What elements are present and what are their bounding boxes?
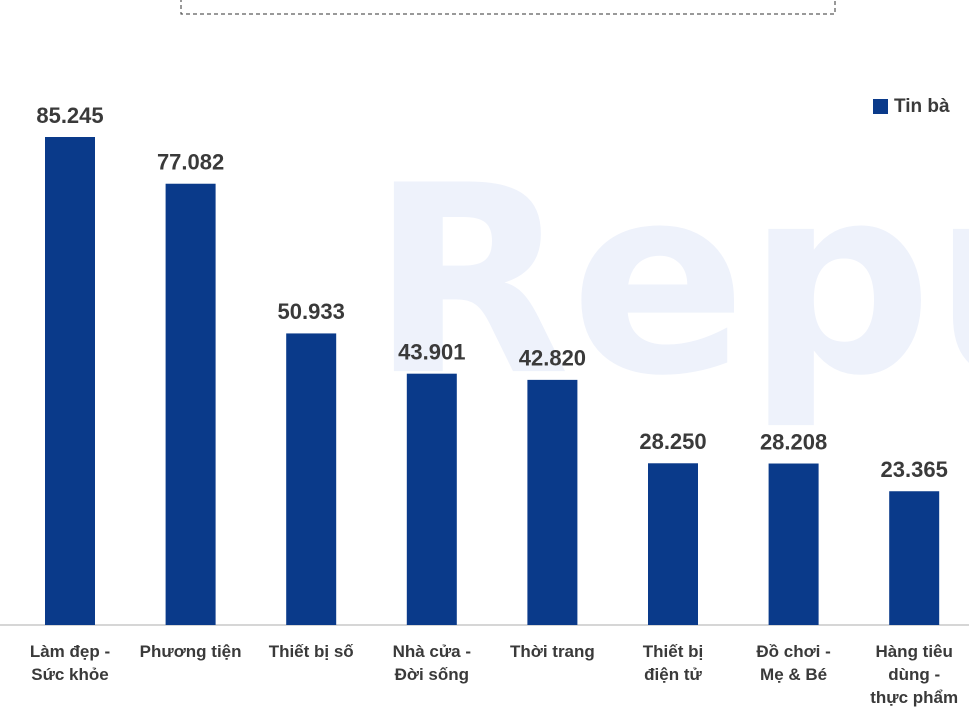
value-label: 50.933 xyxy=(278,299,345,324)
bar xyxy=(165,183,216,625)
bar xyxy=(889,491,940,625)
bar xyxy=(768,463,819,625)
value-label: 28.250 xyxy=(639,429,706,454)
value-label: 23.365 xyxy=(881,457,948,482)
x-tick-label: Thiết bị số xyxy=(268,642,354,661)
x-tick-label: Thiết bị điện tử xyxy=(642,642,704,684)
bar xyxy=(45,137,95,625)
x-tick-label: Đồ chơi - Mẹ & Bé xyxy=(756,642,831,684)
value-label: 28.208 xyxy=(760,429,827,454)
x-tick-label: Nhà cửa - Đời sống xyxy=(392,642,472,684)
x-tick-label: Thời trang xyxy=(509,642,595,661)
bar xyxy=(527,379,578,625)
legend-swatch xyxy=(873,99,888,114)
value-label: 77.082 xyxy=(157,150,224,175)
x-tick-label: Phương tiện xyxy=(139,642,242,661)
x-tick-label: Làm đẹp - Sức khỏe xyxy=(29,642,111,684)
value-label: 43.901 xyxy=(398,339,465,364)
value-label: 42.820 xyxy=(519,346,586,371)
bar xyxy=(648,463,698,625)
title-box xyxy=(180,0,836,15)
x-tick-label: Hàng tiêu dùng - thực phẩm xyxy=(870,642,959,707)
legend-label: Tin bà xyxy=(894,96,950,117)
bar xyxy=(286,333,337,625)
watermark: Repu xyxy=(370,131,969,433)
value-label: 85.245 xyxy=(36,103,103,128)
bar xyxy=(406,373,457,625)
